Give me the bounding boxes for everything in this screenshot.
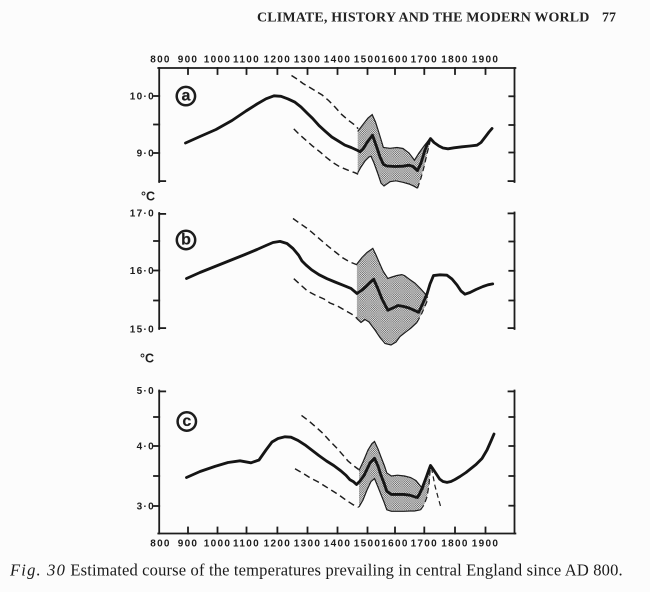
svg-text:1600: 1600 (381, 55, 408, 66)
svg-text:800: 800 (150, 55, 171, 66)
svg-text:1700: 1700 (411, 55, 438, 66)
svg-text:1000: 1000 (204, 55, 231, 66)
svg-text:900: 900 (178, 539, 199, 550)
svg-text:1800: 1800 (441, 539, 468, 550)
svg-text:1300: 1300 (294, 539, 321, 550)
svg-text:1500: 1500 (354, 55, 381, 66)
svg-text:16·0: 16·0 (130, 266, 155, 277)
svg-text:1200: 1200 (264, 539, 291, 550)
svg-text:b: b (181, 232, 191, 249)
svg-text:1500: 1500 (354, 539, 381, 550)
svg-text:1200: 1200 (264, 55, 291, 66)
svg-text:1900: 1900 (472, 539, 499, 550)
svg-text:800: 800 (150, 539, 171, 550)
svg-text:1700: 1700 (411, 539, 438, 550)
svg-text:CLIMATE, HISTORY AND THE MODER: CLIMATE, HISTORY AND THE MODERN WORLD (257, 11, 590, 26)
svg-text:1800: 1800 (441, 55, 468, 66)
svg-text:1100: 1100 (233, 55, 260, 66)
svg-text:1900: 1900 (472, 55, 499, 66)
svg-text:15·0: 15·0 (130, 325, 155, 336)
svg-text:1400: 1400 (324, 539, 351, 550)
svg-text:10·0: 10·0 (130, 92, 155, 103)
svg-text:c: c (182, 413, 191, 430)
svg-text:3·0: 3·0 (137, 502, 155, 513)
svg-text:1100: 1100 (233, 539, 260, 550)
svg-text:1600: 1600 (381, 539, 408, 550)
svg-text:4·0: 4·0 (137, 442, 155, 453)
svg-text:900: 900 (178, 55, 199, 66)
svg-text:1400: 1400 (324, 55, 351, 66)
svg-text:°C: °C (140, 352, 154, 366)
svg-text:9·0: 9·0 (137, 149, 155, 160)
svg-text:a: a (181, 88, 190, 105)
svg-text:1000: 1000 (204, 539, 231, 550)
svg-text:°C: °C (141, 190, 155, 204)
svg-text:5·0: 5·0 (137, 386, 155, 397)
svg-text:77: 77 (602, 11, 616, 26)
svg-text:17·0: 17·0 (130, 209, 155, 220)
svg-text:1300: 1300 (294, 55, 321, 66)
svg-text:Fig. 30 Estimated course of th: Fig. 30 Estimated course of the temperat… (9, 561, 623, 580)
